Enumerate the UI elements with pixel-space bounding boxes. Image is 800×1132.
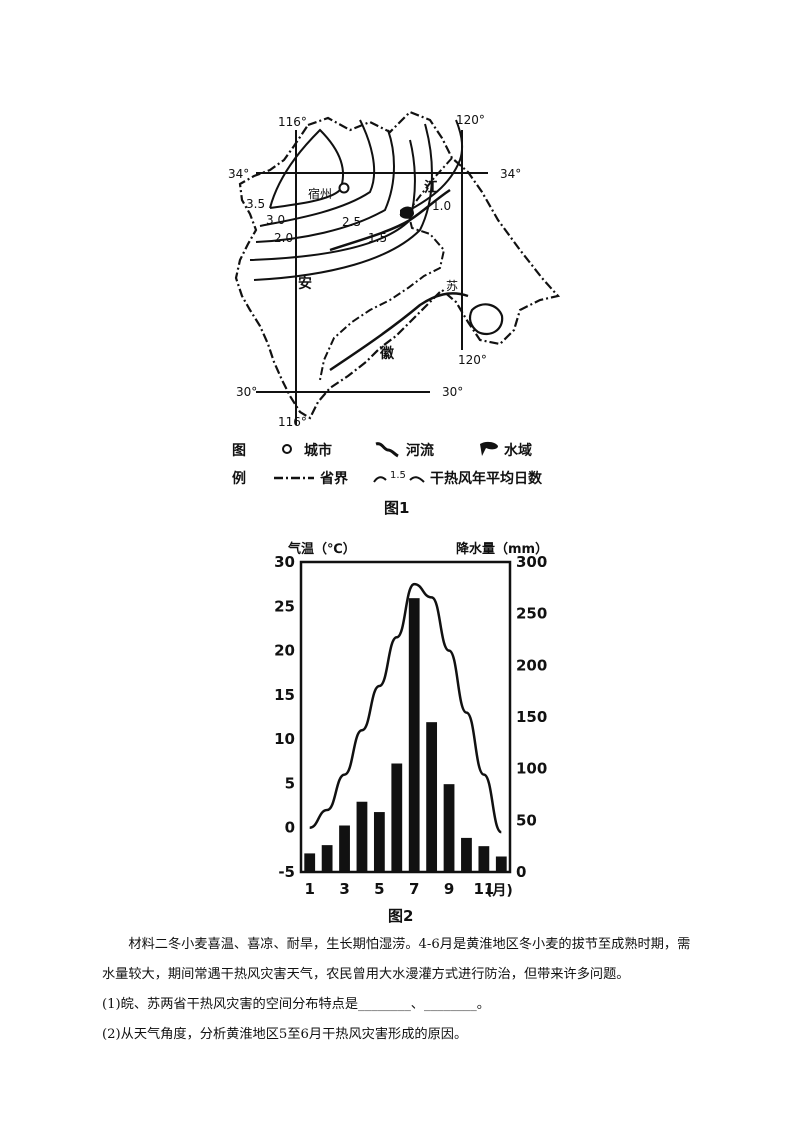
isoline-label: 3.0 — [266, 213, 285, 227]
river-huai — [329, 188, 451, 252]
isoline-2.0 — [249, 139, 416, 261]
province-outline — [234, 110, 561, 420]
figure1-map: 116° 120° 34° 34° 120° 30° 30° 116° 宿州 江… — [228, 110, 561, 429]
precip-bar — [495, 856, 507, 872]
right-tick-label: 200 — [516, 656, 547, 674]
right-tick-label: 50 — [516, 811, 537, 829]
left-tick-label: 20 — [274, 642, 295, 660]
material-2-paragraph: 材料二冬小麦喜温、喜凉、耐旱，生长期怕湿涝。4-6月是黄淮地区冬小麦的拔节至成熟… — [102, 937, 691, 982]
precip-bar — [373, 812, 385, 872]
left-tick-label: 10 — [274, 730, 295, 748]
isoline-label: 3.5 — [246, 197, 265, 211]
coord-lon116-bottom: 116° — [278, 415, 307, 429]
label-suzhou: 宿州 — [308, 186, 332, 201]
left-tick-label: 30 — [274, 553, 295, 571]
label-an: 安 — [298, 275, 312, 292]
left-tick-label: 5 — [285, 774, 295, 792]
legend-boundary: 省界 — [320, 471, 348, 487]
x-tick-label: 11 — [473, 880, 494, 898]
lake-hongze — [400, 206, 414, 219]
isoline-1.5 — [253, 123, 433, 281]
figure1-caption: 图1 — [384, 499, 410, 517]
legend-isoline-sample: 1.5 — [390, 470, 406, 481]
coord-lat30-left: 30° — [236, 385, 257, 399]
legend-title-1: 图 — [232, 443, 246, 459]
river-symbol-icon — [374, 440, 400, 462]
water-symbol-icon — [478, 440, 500, 462]
label-hui: 徽 — [379, 345, 395, 362]
legend-isoline: 干热风年平均日数 — [430, 471, 542, 487]
right-tick-label: 0 — [516, 863, 526, 881]
lake-taihu — [468, 303, 504, 336]
left-tick-label: 25 — [274, 597, 295, 615]
precip-bar — [461, 837, 472, 872]
precip-bar — [408, 598, 420, 872]
legend-river: 河流 — [406, 443, 434, 459]
precip-bar — [443, 784, 455, 872]
precip-bar — [391, 763, 403, 872]
legend-title-2: 例 — [232, 471, 246, 487]
river-yangtze — [329, 292, 469, 372]
precip-bar — [478, 846, 490, 872]
boundary-symbol-icon — [272, 468, 316, 490]
x-tick-label: 5 — [374, 880, 384, 898]
map-legend: 图 例 城市 河流 水域 省界 1.5 干热风年平均日数 — [232, 440, 572, 492]
right-tick-label: 250 — [516, 605, 547, 623]
left-tick-label: -5 — [278, 863, 295, 881]
precip-bar — [321, 845, 333, 872]
coord-lat34-left: 34° — [228, 167, 249, 181]
left-axis-title: 气温（℃） — [288, 541, 356, 557]
isoline-3.5 — [269, 128, 345, 209]
legend-water: 水域 — [504, 443, 532, 459]
coord-lon120-top: 120° — [456, 113, 485, 127]
isoline-label: 2.0 — [274, 231, 293, 245]
x-tick-label: 1 — [304, 880, 314, 898]
plot-frame — [299, 560, 512, 874]
legend-city: 城市 — [304, 443, 332, 459]
isoline-label: 1.5 — [368, 231, 387, 245]
precip-bar — [339, 825, 350, 872]
isoline-label: 1.0 — [432, 199, 451, 213]
left-tick-label: 0 — [285, 819, 295, 837]
right-axis-title: 降水量（mm） — [456, 541, 548, 557]
label-jiang: 江 — [424, 179, 438, 196]
question-2: (2)从天气角度，分析黄淮地区5至6月干热风灾害形成的原因。 — [102, 1027, 468, 1042]
isoline-1.0 — [399, 119, 464, 216]
coord-lat34-right: 34° — [500, 167, 521, 181]
isoline-3.0 — [259, 119, 376, 227]
coord-lat30-right: 30° — [442, 385, 463, 399]
city-marker — [338, 182, 350, 194]
label-su: 苏 — [446, 279, 458, 293]
isoline-symbol-icon — [372, 468, 426, 492]
x-unit: (月) — [486, 883, 513, 899]
coord-lon120-mid: 120° — [458, 353, 487, 367]
x-tick-label: 3 — [339, 880, 349, 898]
right-tick-label: 300 — [516, 553, 547, 571]
isoline-2.5 — [255, 129, 395, 243]
right-tick-label: 100 — [516, 760, 547, 778]
coord-lon116-top: 116° — [278, 115, 307, 129]
city-symbol-icon — [280, 440, 294, 458]
precip-bar — [304, 853, 316, 872]
right-tick-label: 150 — [516, 708, 547, 726]
temperature-line — [309, 582, 503, 834]
question-1: (1)皖、苏两省干热风灾害的空间分布特点是________、________。 — [102, 997, 490, 1012]
isoline-label: 2.5 — [342, 215, 361, 229]
left-tick-label: 15 — [274, 686, 295, 704]
precip-bar — [356, 801, 368, 872]
figure2-caption: 图2 — [388, 907, 414, 925]
x-tick-label: 7 — [409, 880, 419, 898]
precip-bar — [426, 722, 438, 872]
x-tick-label: 9 — [444, 880, 454, 898]
